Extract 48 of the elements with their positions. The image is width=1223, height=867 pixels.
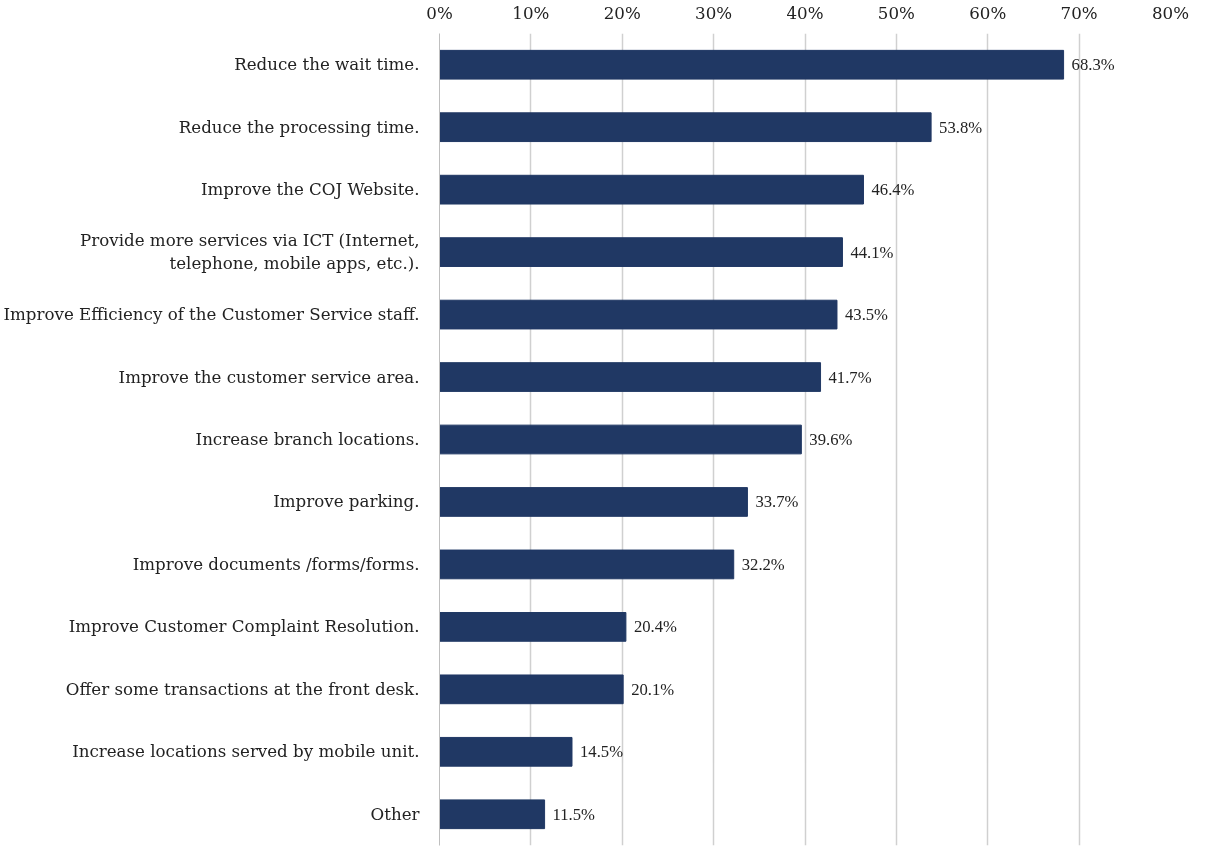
- y-tick-label: Other: [370, 804, 420, 824]
- x-tick-label: 20%: [603, 3, 641, 23]
- data-label: 39.6%: [809, 430, 853, 449]
- y-tick-label: Provide more services via ICT (Internet, telephone, mobile apps, etc.).: [80, 231, 420, 274]
- y-tick-label: Reduce the processing time.: [178, 117, 420, 137]
- x-tick-label: 0%: [426, 3, 453, 23]
- bar: [439, 362, 822, 392]
- y-tick-label: Improve Efficiency of the Customer Service staff.: [3, 305, 420, 325]
- y-tick-label: Reduce the wait time.: [234, 55, 420, 75]
- data-label: 44.1%: [850, 242, 894, 262]
- data-label: 46.4%: [871, 180, 915, 200]
- bar: [439, 49, 1065, 80]
- bar: [439, 237, 843, 267]
- data-label: 68.3%: [1071, 55, 1115, 75]
- data-label: 20.4%: [633, 617, 678, 637]
- data-label: 43.5%: [844, 305, 889, 325]
- bar: [439, 549, 735, 580]
- bar: [439, 424, 802, 455]
- bar: [439, 736, 573, 767]
- data-label: 11.5%: [552, 804, 596, 824]
- data-label: 33.7%: [755, 492, 799, 512]
- x-tick-label: 10%: [512, 3, 550, 23]
- x-tick-label: 30%: [695, 3, 733, 23]
- y-tick-label: Increase branch locations.: [195, 430, 420, 449]
- bar: [439, 112, 932, 143]
- bar: [439, 299, 838, 330]
- y-tick-label: Improve the customer service area.: [118, 367, 420, 387]
- y-tick-label: Improve the COJ Website.: [200, 180, 420, 200]
- y-tick-label: Increase locations served by mobile unit.: [72, 742, 420, 762]
- bar: [439, 612, 627, 642]
- bar: [439, 799, 546, 830]
- y-tick-label: Offer some transactions at the front desk.: [65, 679, 420, 699]
- x-tick-label: 60%: [969, 3, 1007, 23]
- y-tick-label: Improve Customer Complaint Resolution.: [68, 617, 420, 637]
- data-label: 20.1%: [631, 679, 675, 699]
- data-label: 14.5%: [579, 742, 624, 762]
- x-tick-label: 80%: [1151, 3, 1190, 23]
- y-tick-label: Improve documents /forms/forms.: [132, 554, 420, 574]
- bar: [439, 174, 864, 205]
- data-label: 53.8%: [939, 117, 983, 137]
- bar: [439, 487, 748, 517]
- bar: [439, 674, 624, 705]
- x-tick-label: 50%: [877, 3, 915, 23]
- data-label: 41.7%: [828, 367, 872, 387]
- data-label: 32.2%: [741, 554, 785, 574]
- x-tick-label: 40%: [786, 3, 824, 23]
- x-tick-label: 70%: [1060, 3, 1098, 23]
- y-tick-label: Improve parking.: [273, 492, 420, 512]
